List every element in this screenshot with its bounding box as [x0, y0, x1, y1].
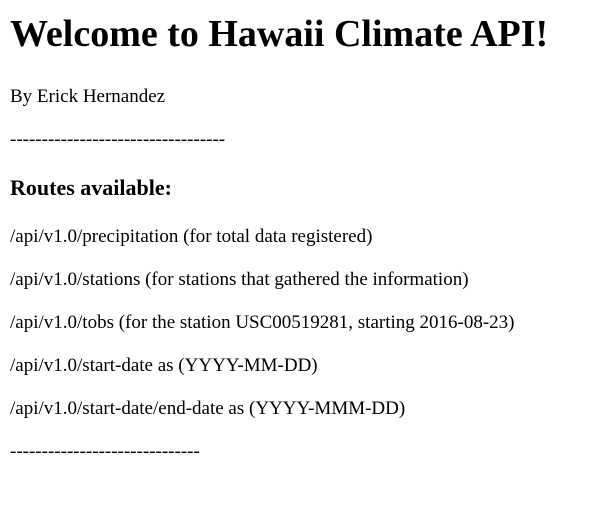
route-stations: /api/v1.0/stations (for stations that ga… [10, 269, 469, 290]
divider-bottom: ------------------------------ [10, 441, 200, 462]
divider-top: ---------------------------------- [10, 129, 226, 150]
author-line: By Erick Hernandez [10, 86, 166, 107]
route-precipitation: /api/v1.0/precipitation (for total data … [10, 226, 373, 247]
route-tobs: /api/v1.0/tobs (for the station USC00519… [10, 312, 515, 333]
route-start-end-date: /api/v1.0/start-date/end-date as (YYYY-M… [10, 398, 406, 419]
routes-heading: Routes available: [10, 175, 172, 200]
route-start-date: /api/v1.0/start-date as (YYYY-MM-DD) [10, 355, 318, 376]
page-title: Welcome to Hawaii Climate API! [10, 13, 549, 55]
